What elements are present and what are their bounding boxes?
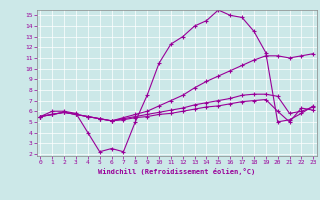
X-axis label: Windchill (Refroidissement éolien,°C): Windchill (Refroidissement éolien,°C) bbox=[98, 168, 255, 175]
